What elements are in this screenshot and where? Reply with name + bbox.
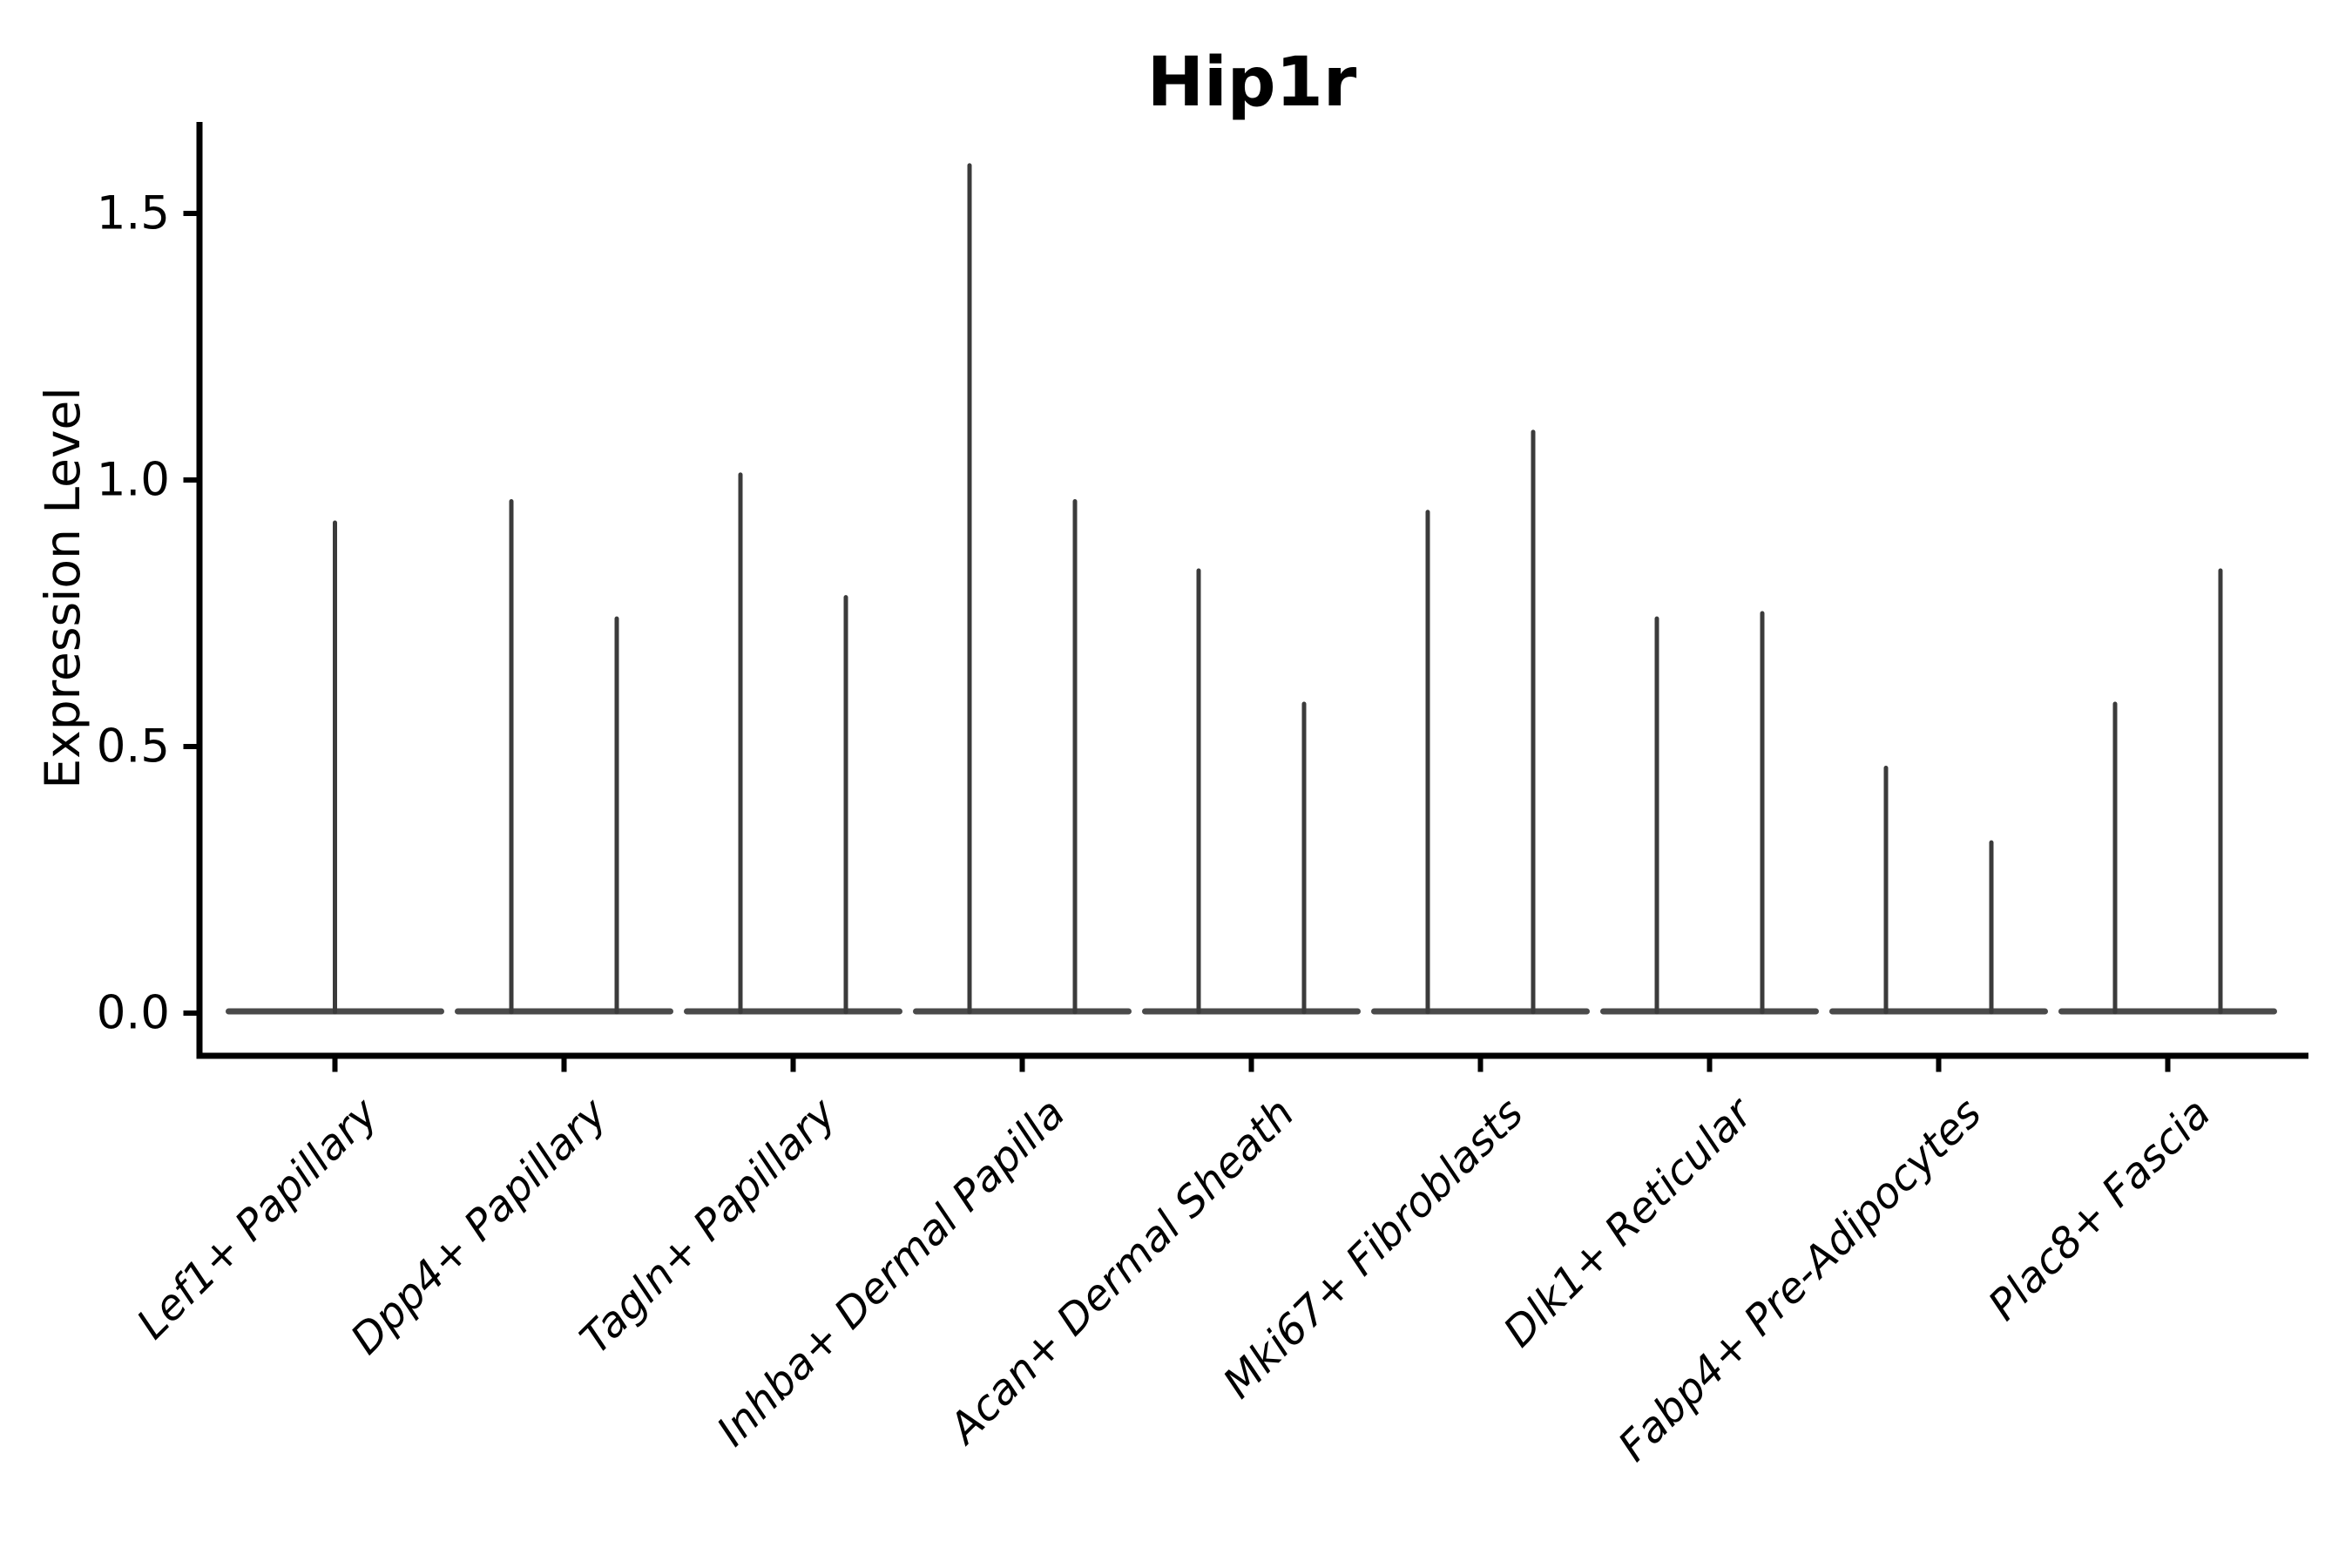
y-tick-label-1: 0.5	[96, 720, 170, 774]
y-tick-label-2: 1.0	[96, 453, 170, 507]
y-axis-label: Expression Level	[35, 387, 91, 789]
y-tick-label-3: 1.5	[96, 186, 170, 240]
y-tick-label-0: 0.0	[96, 986, 170, 1040]
chart-title: Hip1r	[1146, 44, 1357, 122]
